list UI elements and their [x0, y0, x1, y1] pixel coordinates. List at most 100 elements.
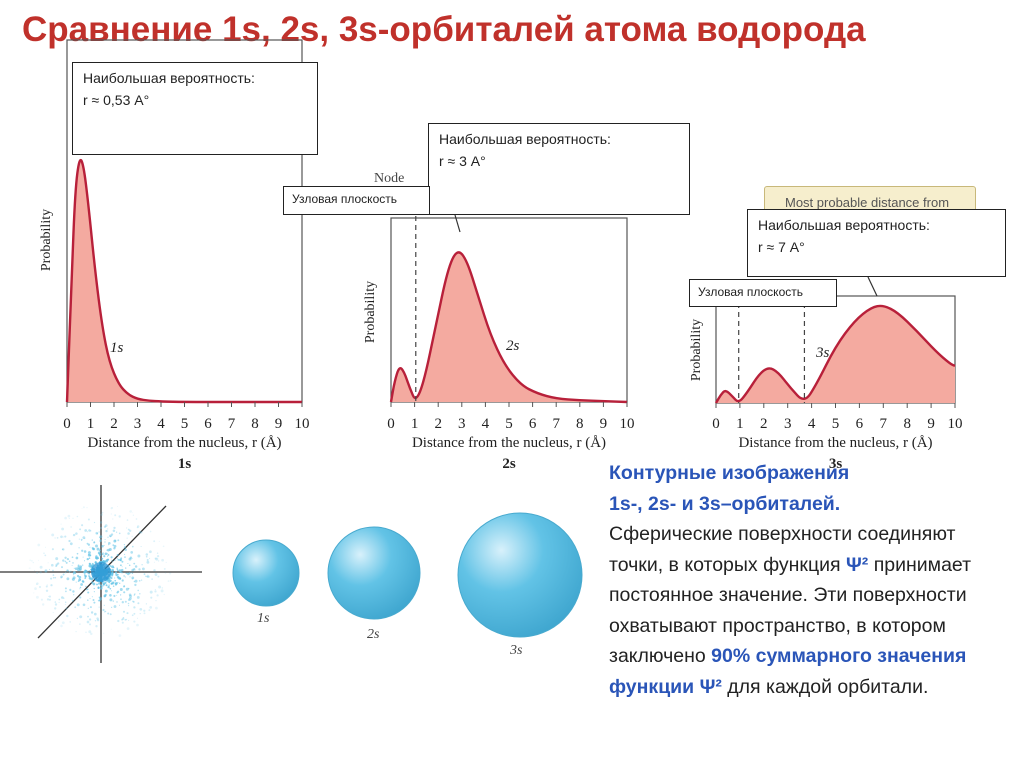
cloud-dot: [118, 515, 121, 518]
cloud-dot: [119, 578, 122, 580]
cloud-dot: [119, 588, 123, 591]
cloud-dot: [127, 532, 130, 535]
chart-sublabel-1s: 1s: [178, 456, 192, 472]
cloud-dot: [100, 527, 103, 529]
cloud-dot: [155, 557, 159, 561]
cloud-dot: [122, 610, 126, 613]
cloud-dot: [145, 555, 148, 558]
cloud-dot: [137, 589, 139, 592]
cloud-dot: [126, 537, 128, 539]
cloud-dot: [45, 546, 47, 548]
cloud-dot: [97, 586, 99, 588]
cloud-dot: [81, 549, 84, 552]
cloud-dot: [131, 576, 135, 580]
cloud-dot: [154, 557, 157, 560]
cloud-dot: [83, 550, 87, 553]
x-tick-label-1s-4: 4: [157, 416, 165, 432]
cloud-dot: [123, 546, 126, 549]
cloud-dot: [125, 618, 128, 621]
cloud-dot: [127, 604, 130, 607]
cloud-dot: [83, 571, 86, 574]
cloud-dot: [136, 526, 139, 529]
cloud-dot: [118, 604, 121, 606]
callout-2s: Наибольшая вероятность: r ≈ 3 А°: [428, 123, 690, 215]
cloud-dot: [117, 558, 120, 561]
cloud-dot: [99, 521, 103, 524]
cloud-dot: [77, 568, 80, 572]
cloud-dot: [121, 571, 123, 574]
cloud-dot: [72, 576, 76, 580]
cloud-dot: [52, 574, 55, 576]
cloud-dot: [129, 510, 132, 513]
cloud-dot: [141, 567, 145, 571]
cloud-dot: [74, 567, 78, 570]
cloud-dot: [132, 600, 135, 603]
cloud-dot: [111, 574, 114, 577]
cloud-dot: [130, 551, 134, 554]
cloud-dot: [146, 560, 150, 564]
page-title: Сравнение 1s, 2s, 3s-орбиталей атома вод…: [22, 10, 866, 49]
x-tick-label-1s-3: 3: [134, 416, 142, 432]
cloud-dot: [73, 574, 74, 576]
cloud-dot: [104, 552, 108, 556]
callout-2s-line1: Наибольшая вероятность:: [439, 131, 611, 147]
cloud-dot: [68, 539, 71, 543]
cloud-dot: [65, 601, 67, 603]
cloud-dot: [147, 575, 149, 577]
cloud-dot: [109, 598, 113, 602]
cloud-dot: [64, 587, 67, 590]
cloud-dot: [154, 590, 157, 593]
cloud-dot: [93, 541, 96, 544]
cloud-dot: [71, 556, 74, 559]
cloud-dot: [105, 559, 108, 562]
cloud-dot: [87, 599, 89, 601]
cloud-dot: [75, 581, 77, 583]
cloud-dot: [129, 556, 133, 559]
cloud-dot: [91, 596, 93, 598]
x-tick-label-3s-3: 3: [784, 416, 792, 432]
cloud-dot: [45, 589, 49, 592]
cloud-dot: [90, 611, 94, 614]
cloud-dot: [89, 598, 91, 600]
cloud-dot: [107, 548, 110, 552]
cloud-dot: [123, 585, 126, 588]
x-tick-label-1s-0: 0: [63, 416, 71, 432]
cloud-dot: [98, 582, 101, 585]
cloud-dot: [33, 592, 35, 594]
cloud-dot: [86, 620, 90, 624]
cloud-dot: [51, 533, 55, 537]
cloud-dot: [113, 526, 116, 530]
cloud-dot: [60, 624, 63, 628]
cloud-dot: [86, 557, 89, 561]
cloud-dot: [133, 612, 136, 615]
cloud-dot: [153, 569, 156, 572]
cloud-dot: [72, 517, 74, 519]
cloud-dot: [65, 590, 67, 593]
cloud-dot: [103, 604, 105, 606]
cloud-dot: [79, 568, 82, 571]
cloud-dot: [122, 616, 125, 619]
cloud-dot: [143, 609, 146, 612]
cloud-dot: [148, 609, 151, 612]
x-tick-label-2s-3: 3: [458, 416, 466, 432]
probability-curve-2s: [389, 251, 628, 404]
cloud-dot: [52, 569, 54, 572]
cloud-dot: [104, 541, 106, 543]
series-label-1s: 1s: [110, 340, 124, 356]
cloud-dot: [82, 603, 86, 607]
percentage-value: 90%: [711, 645, 751, 667]
cloud-dot: [110, 628, 112, 630]
cloud-dot: [48, 568, 51, 571]
cloud-dot: [141, 579, 143, 581]
cloud-dot: [99, 535, 103, 539]
cloud-dot: [115, 571, 117, 573]
cloud-dot: [65, 607, 68, 610]
cloud-dot: [66, 557, 70, 561]
cloud-dot: [120, 564, 122, 567]
cloud-dot: [138, 579, 141, 582]
sphere-label-1s: 1s: [257, 611, 270, 626]
probability-curve-3s: [714, 304, 956, 404]
cloud-dot: [112, 600, 114, 602]
cloud-dot: [79, 623, 81, 625]
cloud-dot: [121, 621, 124, 624]
